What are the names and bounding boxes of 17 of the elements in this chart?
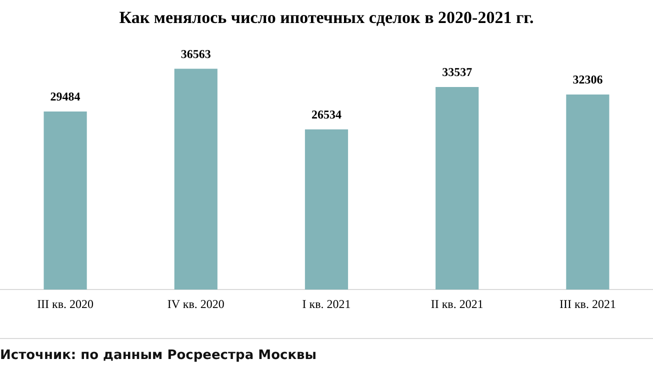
- bar: [174, 68, 218, 290]
- x-tick-label: II кв. 2021: [430, 296, 484, 311]
- chart-title: Как менялось число ипотечных сделок в 2020-2021 гг.: [118, 8, 535, 28]
- x-tick-label: III кв. 2020: [37, 296, 94, 311]
- text: Источник: по данным Росреестра Москвы: [0, 348, 317, 363]
- bar: [44, 112, 87, 290]
- data-label: 33537: [442, 65, 472, 80]
- x-tick-label: I кв. 2021: [302, 296, 351, 311]
- bar: [304, 129, 348, 290]
- x-tick-label: III кв. 2021: [559, 296, 616, 311]
- bar: [436, 87, 479, 290]
- data-label: 36563: [180, 46, 211, 61]
- x-tick-label: IV кв. 2020: [167, 296, 224, 311]
- data-label: 29484: [50, 90, 80, 104]
- data-label: 26534: [312, 107, 342, 122]
- data-label: 32306: [572, 72, 603, 87]
- bar: [566, 94, 610, 290]
